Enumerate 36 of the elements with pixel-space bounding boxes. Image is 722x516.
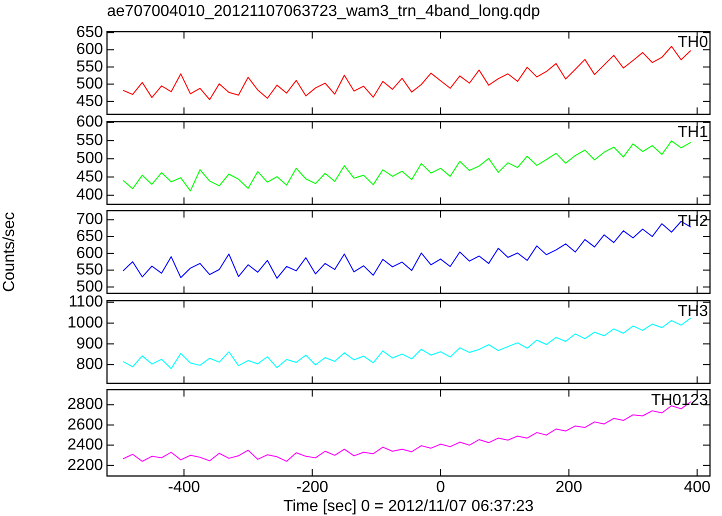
- series-label: TH0123: [651, 392, 708, 410]
- x-tick-label: 400: [684, 479, 711, 496]
- series-label: TH0: [678, 34, 708, 52]
- y-tick-label: 450: [76, 168, 104, 186]
- y-tick-label: 900: [76, 335, 104, 352]
- y-tick-label: 500: [76, 76, 104, 93]
- y-tick-label: 500: [76, 150, 104, 167]
- y-tick-label: 600: [76, 41, 104, 58]
- y-tick-label: 550: [76, 132, 104, 149]
- series-label: TH1: [678, 124, 708, 141]
- y-tick-label: 600: [76, 244, 104, 262]
- y-tick-label: 800: [76, 356, 104, 373]
- y-tick-label: 2200: [67, 457, 104, 474]
- y-tick-label: 2800: [67, 396, 104, 414]
- x-tick-label: 0: [436, 479, 446, 496]
- y-tick-label: 2600: [67, 416, 104, 434]
- y-tick-label: 450: [76, 92, 104, 110]
- y-tick-label: 2400: [67, 436, 104, 454]
- y-tick-label: 650: [76, 228, 104, 246]
- y-tick-label: 1100: [68, 293, 104, 310]
- chart-title: ae707004010_20121107063723_wam3_trn_4band_long.qdp: [107, 3, 540, 21]
- y-tick-label: 650: [76, 24, 104, 42]
- y-tick-label: 550: [76, 262, 104, 279]
- y-tick-label: 400: [76, 186, 104, 204]
- x-tick-label: -200: [296, 479, 328, 496]
- x-tick-label: 200: [556, 479, 582, 496]
- y-tick-label: 700: [76, 211, 104, 228]
- series-label: TH3: [678, 302, 708, 320]
- series-label: TH2: [678, 213, 708, 230]
- y-tick-label: 500: [76, 278, 104, 296]
- y-tick-label: 600: [76, 113, 104, 130]
- y-axis-title: Counts/sec: [1, 212, 18, 292]
- y-tick-label: 1000: [67, 314, 104, 332]
- x-tick-label: -400: [168, 479, 200, 496]
- x-axis-title: Time [sec] 0 = 2012/11/07 06:37:23: [283, 498, 534, 516]
- y-tick-label: 550: [76, 58, 104, 76]
